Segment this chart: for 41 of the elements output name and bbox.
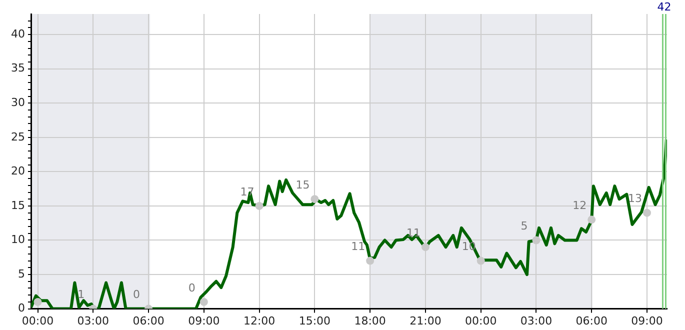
annotation: 13 (628, 192, 642, 206)
y-tick-label: 5 (18, 267, 25, 280)
x-tick-label: 15:00 (298, 314, 331, 328)
annotation: 1 (78, 288, 85, 302)
point (200, 298, 208, 306)
y-tick-label: 40 (11, 27, 25, 40)
y-tick-label: 0 (18, 302, 25, 315)
x-tick-label: 03:00 (77, 314, 110, 328)
point (310, 195, 319, 204)
point (255, 202, 264, 210)
x-tick-label: 06:00 (132, 314, 164, 328)
x-tick-label: 00:00 (22, 314, 54, 328)
annotation: 0 (188, 281, 196, 294)
y-tick-label: 10 (11, 233, 25, 246)
point (588, 216, 596, 224)
x-tick-label: 21:00 (410, 314, 442, 328)
x-tick-label: 09:00 (631, 314, 663, 328)
point (643, 208, 651, 217)
point (366, 256, 374, 265)
annotation: 5 (520, 220, 528, 233)
annotation: 15 (296, 178, 310, 192)
y-tick-label: 30 (11, 96, 25, 109)
ref-line-label: 42 (657, 0, 672, 14)
y-tick-label: 25 (11, 130, 25, 144)
annotation: 17 (240, 185, 254, 198)
y-tick-label: 15 (11, 198, 25, 212)
annotation: 11 (351, 240, 366, 254)
x-tick-label: 06:00 (576, 314, 608, 328)
annotation: 12 (572, 199, 587, 212)
x-tick-label: 18:00 (354, 314, 386, 328)
point (421, 243, 430, 252)
point (532, 236, 540, 244)
point (476, 256, 485, 265)
y-tick-label: 20 (11, 164, 25, 178)
x-tick-label: 03:00 (520, 314, 552, 328)
x-tick-label: 00:00 (464, 314, 497, 328)
annotation: 0 (133, 288, 140, 302)
x-tick-label: 12:00 (243, 314, 276, 328)
point (34, 298, 42, 306)
y-tick-label: 35 (11, 62, 25, 75)
x-tick-label: 09:00 (188, 314, 220, 328)
